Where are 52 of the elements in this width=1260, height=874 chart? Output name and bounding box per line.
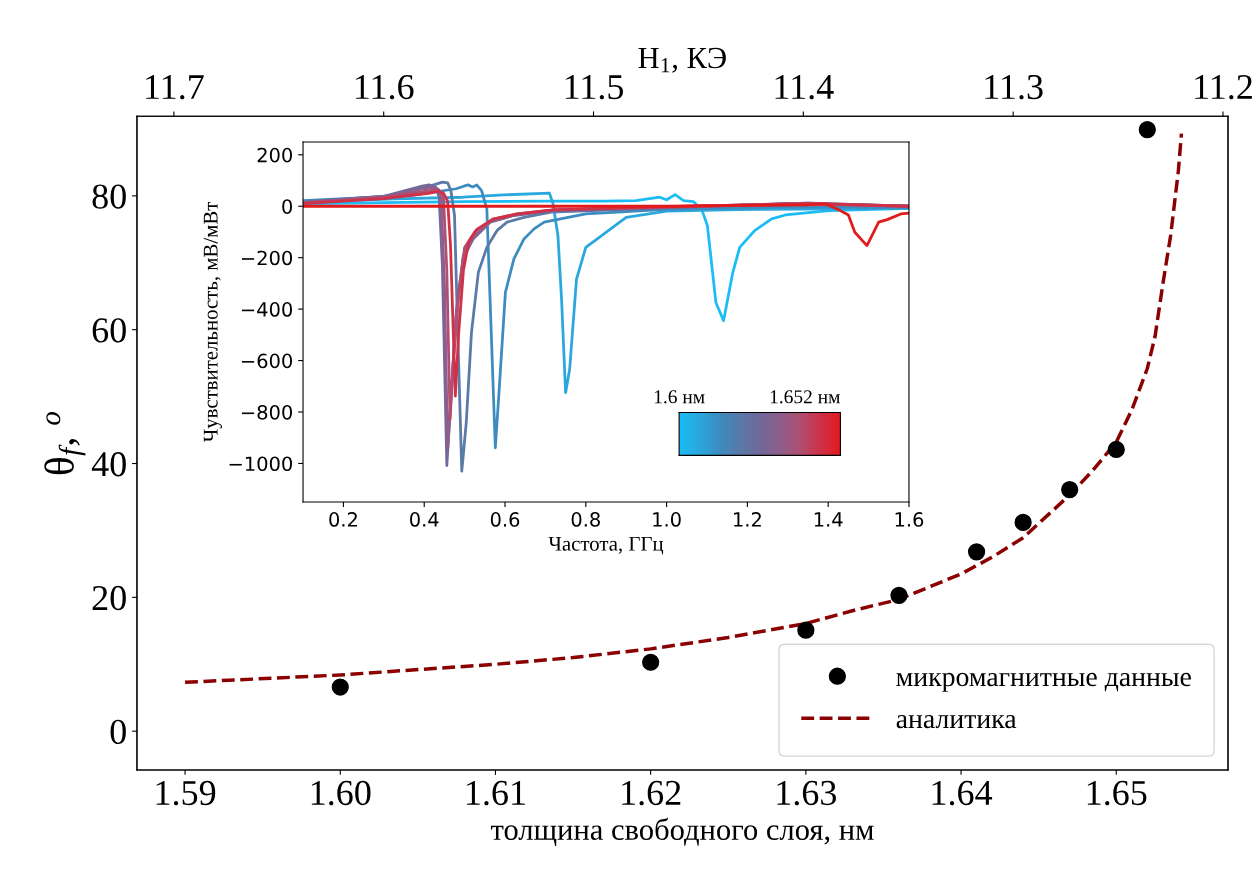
x-tick-label: 1.64	[932, 780, 993, 806]
x-tick-label: 1.0	[653, 512, 681, 527]
point	[642, 653, 660, 671]
line-series	[303, 202, 909, 247]
x-tick-label: 1.62	[622, 780, 681, 806]
y-tick-label: −400	[241, 302, 293, 317]
x2-tick-label: 11.7	[146, 74, 204, 100]
point	[1107, 440, 1125, 459]
x2-tick-label: 11.6	[355, 74, 414, 100]
annotation: 1.652 нм	[770, 390, 840, 404]
y-tick-label: 60	[92, 318, 126, 343]
x-tick-label: 1.59	[156, 780, 216, 806]
x-tick-label: 1.65	[1087, 780, 1147, 806]
x-tick-label: 1.4	[814, 512, 843, 527]
x-tick-label: 0.2	[329, 512, 357, 527]
y-tick-label: −800	[241, 404, 293, 420]
x-axis-title: Частота, ГГц	[548, 536, 664, 555]
x-tick-label: 0.6	[490, 512, 520, 527]
y-tick-label: 200	[257, 147, 293, 163]
point	[331, 678, 349, 696]
x-tick-label: 1.61	[467, 780, 525, 806]
point	[797, 621, 815, 639]
y-tick-label: −200	[241, 250, 293, 266]
x2-tick-label: 11.2	[1195, 74, 1252, 100]
point	[1061, 481, 1079, 499]
x-tick-label: 0.8	[571, 512, 600, 527]
x2-tick-label: 11.5	[565, 74, 624, 100]
point	[967, 543, 986, 561]
point	[890, 586, 908, 604]
x-tick-label: 1.60	[311, 780, 371, 806]
point	[1138, 121, 1156, 139]
legend-label: микромагнитные данные	[896, 672, 1191, 692]
y-tick-label: −600	[241, 353, 293, 369]
legend-label: аналитика	[896, 714, 1017, 729]
x2-axis-title: H$_{1}$, КЭ	[638, 47, 726, 73]
x2-tick-label: 11.4	[775, 74, 834, 100]
point	[1014, 513, 1032, 532]
y-axis-title: θ$_{f}$, $^{o}$	[44, 412, 86, 475]
y-tick-label: 40	[91, 452, 126, 477]
x-axis-title: толщина свободного слоя, нм	[490, 817, 874, 847]
x2-tick-label: 11.3	[985, 74, 1043, 100]
x-tick-label: 0.4	[410, 512, 439, 527]
annotation: 1.6 нм	[654, 390, 705, 404]
x-tick-label: 1.63	[777, 780, 837, 806]
y-tick-label: 80	[92, 184, 126, 209]
y-tick-label: −1000	[229, 456, 293, 472]
x-tick-label: 1.2	[734, 512, 761, 527]
y-tick-label: 0	[282, 199, 293, 214]
y-tick-label: 0	[110, 719, 126, 745]
x-tick-label: 1.6	[895, 512, 924, 527]
y-axis-title: Чувствительность, мВ/мВт	[203, 201, 222, 443]
y-tick-label: 20	[92, 585, 126, 611]
